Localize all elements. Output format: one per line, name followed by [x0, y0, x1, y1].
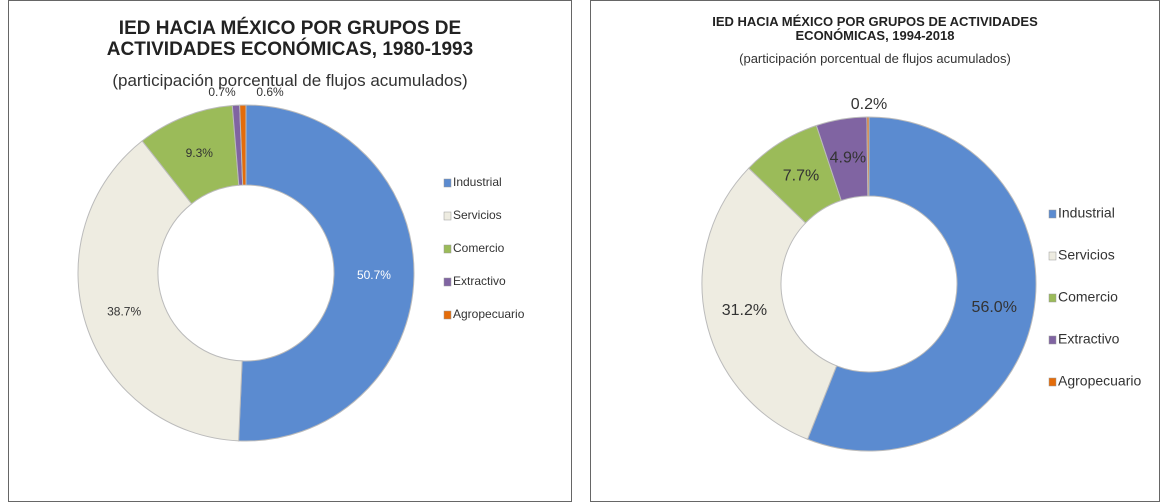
legend-swatch: [1048, 293, 1057, 303]
chart: 50.7% 38.7% 9.3% 0.7% 0.6% Industrial Servicio…: [77, 85, 525, 442]
chart: 56.0% 31.2% 7.7% 4.9% 0.2% Industrial Servicio…: [701, 96, 1141, 452]
data-label: 0.2%: [851, 96, 887, 113]
chart-subtitle: (participación porcentual de flujos acum…: [112, 71, 468, 90]
data-label: 7.7%: [783, 167, 819, 184]
data-label: 31.2%: [722, 302, 767, 319]
chart-title: IED HACIA MÉXICO POR GRUPOS DE ACTIVIDAD…: [106, 18, 474, 60]
legend-label: Industrial: [453, 175, 502, 189]
legend-label: Servicios: [1058, 247, 1115, 263]
chart-panel: IED HACIA MÉXICO POR GRUPOS DE ACTIVIDAD…: [8, 0, 572, 502]
donut-slice: [806, 116, 1037, 452]
chart-title: IED HACIA MÉXICO POR GRUPOS DE ACTIVIDAD…: [712, 14, 1038, 44]
chart-subtitle: (participación porcentual de flujos acum…: [739, 51, 1011, 66]
data-label: 38.7%: [107, 304, 141, 318]
legend-swatch: [443, 178, 452, 188]
legend-swatch: [1048, 377, 1057, 387]
donut-slice: [701, 167, 838, 440]
legend-label: Extractivo: [1058, 331, 1120, 347]
donut-slice: [77, 140, 243, 442]
legend-label: Comercio: [453, 241, 505, 255]
data-label: 4.9%: [830, 149, 866, 166]
legend-label: Agropecuario: [1058, 373, 1141, 389]
data-label: 0.6%: [256, 85, 284, 99]
legend-label: Comercio: [1058, 289, 1118, 305]
legend-swatch: [443, 310, 452, 320]
donut-slice: [239, 104, 247, 186]
chart-panel: IED HACIA MÉXICO POR GRUPOS DE ACTIVIDAD…: [590, 0, 1160, 502]
legend-label: Industrial: [1058, 205, 1115, 221]
data-label: 0.7%: [208, 85, 236, 99]
donut-slice: [238, 104, 415, 442]
data-label: 50.7%: [357, 268, 391, 282]
legend-swatch: [443, 244, 452, 254]
legend-swatch: [1048, 335, 1057, 345]
legend-swatch: [443, 277, 452, 287]
legend-label: Agropecuario: [453, 307, 525, 321]
legend-swatch: [1048, 251, 1057, 261]
legend-swatch: [1048, 209, 1057, 219]
donut-slice: [866, 116, 870, 197]
data-label: 9.3%: [186, 146, 214, 160]
legend-label: Extractivo: [453, 274, 506, 288]
legend-swatch: [443, 211, 452, 221]
legend-label: Servicios: [453, 208, 502, 222]
data-label: 56.0%: [972, 299, 1017, 316]
